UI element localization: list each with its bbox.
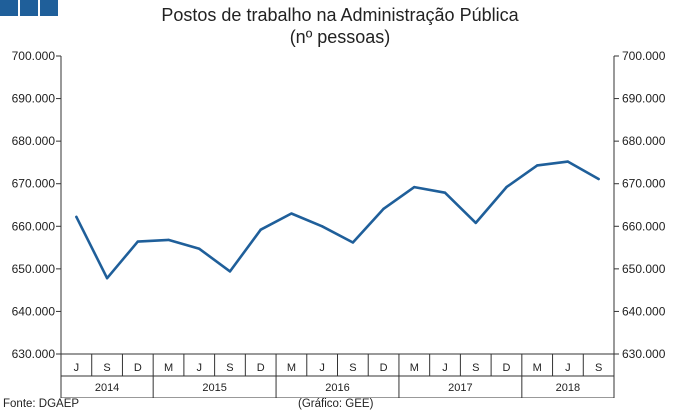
data-point: [443, 191, 447, 194]
x-tick-label: D: [502, 362, 510, 374]
x-tick-label: J: [74, 362, 80, 374]
y-tick-label-left: 690.000: [12, 92, 56, 106]
data-point: [505, 185, 508, 189]
y-tick-label-right: 630.000: [622, 347, 666, 361]
x-tick-label: M: [164, 362, 173, 374]
x-tick-label: J: [442, 362, 448, 374]
y-tick-label-right: 640.000: [622, 304, 666, 318]
y-tick-label-left: 670.000: [12, 177, 56, 191]
credit-note: (Gráfico: GEE): [298, 398, 374, 410]
x-tick-label: S: [226, 362, 233, 374]
x-tick-label: S: [472, 362, 479, 374]
y-tick-label-left: 700.000: [12, 49, 56, 63]
y-tick-label-left: 680.000: [12, 134, 56, 148]
data-point: [474, 221, 477, 225]
year-label: 2014: [95, 382, 119, 394]
chart-title: Postos de trabalho na Administração Públ…: [161, 5, 519, 25]
x-tick-label: S: [349, 362, 356, 374]
y-tick-label-right: 660.000: [622, 219, 666, 233]
x-tick-label: J: [319, 362, 325, 374]
x-tick-label: M: [287, 362, 296, 374]
chart-subtitle: (nº pessoas): [289, 27, 391, 47]
x-tick-label: J: [197, 362, 203, 374]
data-point: [597, 177, 600, 181]
data-point: [290, 212, 293, 215]
x-tick-label: M: [410, 362, 419, 374]
data-point: [351, 241, 355, 244]
year-label: 2017: [448, 382, 472, 394]
data-point: [228, 270, 232, 273]
y-tick-label-right: 700.000: [622, 49, 666, 63]
series-line: [75, 160, 600, 280]
data-point: [259, 228, 262, 231]
data-point: [413, 185, 416, 189]
y-tick-label-left: 660.000: [12, 219, 56, 233]
line-chart: 630.000 630.000 640.000 640.000 650.000 650.0…: [12, 49, 666, 398]
data-point: [167, 238, 170, 242]
data-point: [566, 160, 570, 163]
x-tick-label: J: [565, 362, 571, 374]
brand-block-1: [0, 0, 18, 16]
x-tick-label: D: [134, 362, 142, 374]
y-tick-label-right: 670.000: [622, 177, 666, 191]
brand-block-3: [40, 0, 58, 16]
y-tick-label-right: 650.000: [622, 262, 666, 276]
year-label: 2018: [556, 382, 580, 394]
data-point: [75, 215, 78, 219]
y-tick-label-left: 630.000: [12, 347, 56, 361]
data-point: [320, 225, 324, 228]
year-label: 2015: [202, 382, 226, 394]
data-point: [382, 207, 385, 211]
y-tick-label-right: 680.000: [622, 134, 666, 148]
x-tick-label: M: [533, 362, 542, 374]
data-point: [136, 240, 140, 243]
y-tick-label-right: 690.000: [622, 92, 666, 106]
data-point: [198, 247, 201, 251]
x-tick-label: D: [257, 362, 265, 374]
x-tick-label: S: [103, 362, 110, 374]
year-label: 2016: [325, 382, 349, 394]
data-point: [105, 277, 109, 280]
y-tick-label-left: 640.000: [12, 304, 56, 318]
x-tick-label: D: [380, 362, 388, 374]
x-tick-label: S: [595, 362, 602, 374]
data-point: [535, 164, 539, 167]
y-tick-label-left: 650.000: [12, 262, 56, 276]
source-note: Fonte: DGAEP: [3, 398, 80, 410]
brand-block-2: [20, 0, 38, 16]
